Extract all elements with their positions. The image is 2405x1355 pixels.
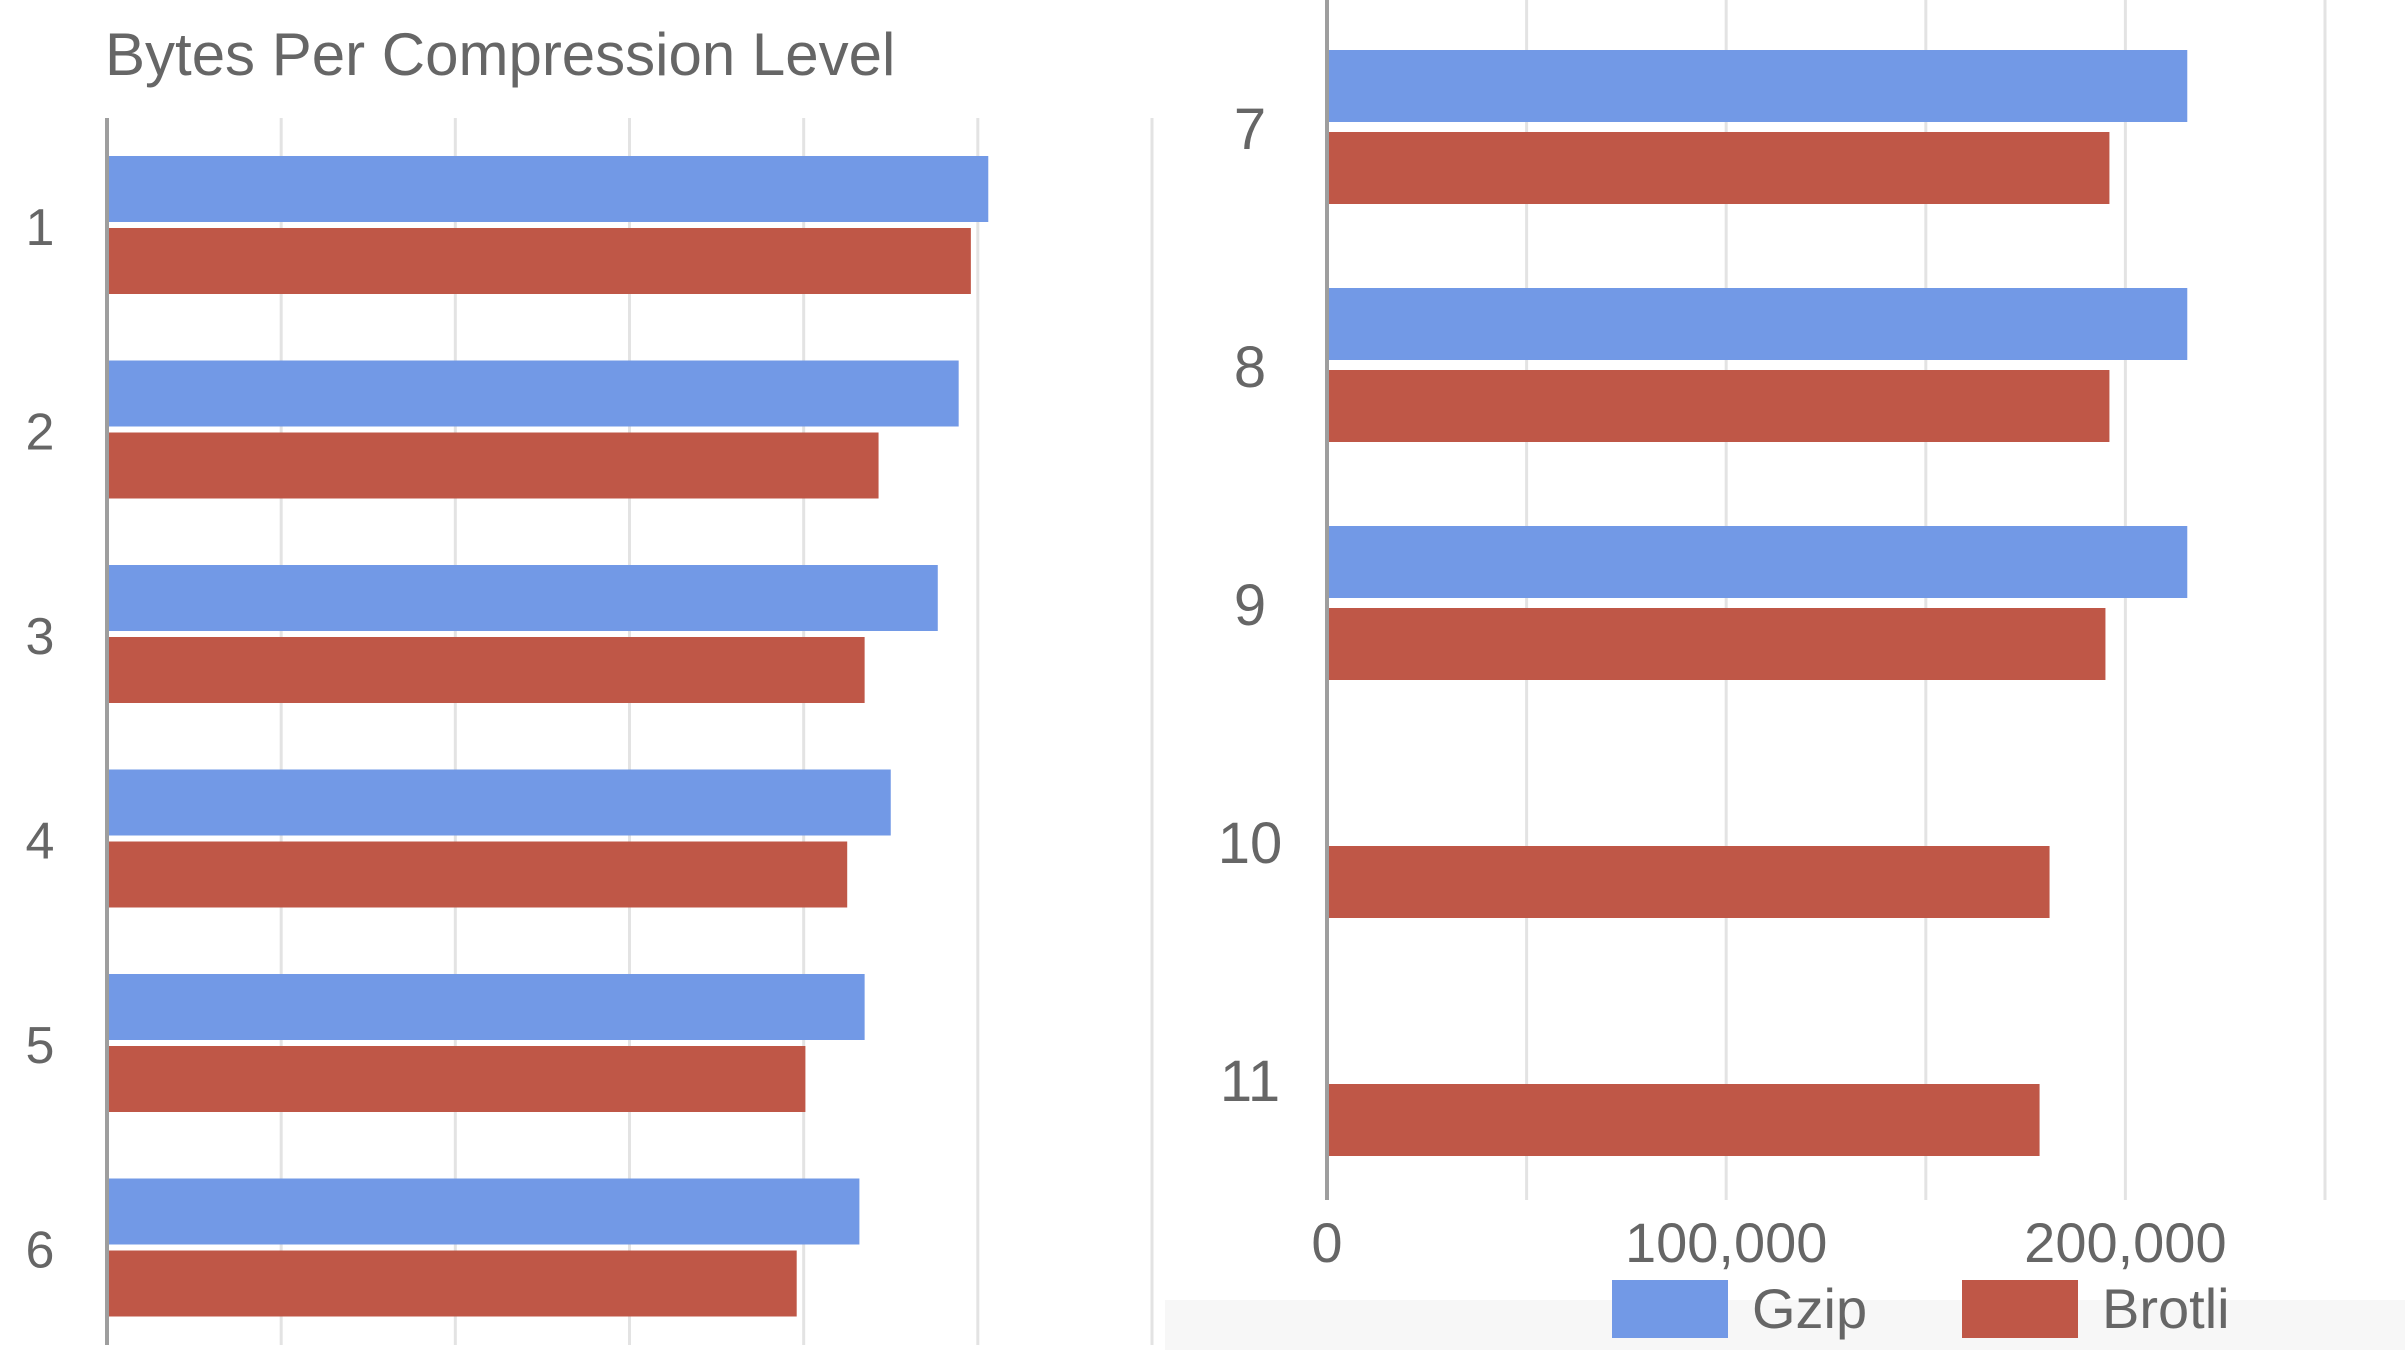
legend-swatch-brotli <box>1962 1280 2078 1338</box>
category-label-8: 8 <box>1234 335 1266 400</box>
gzip-bar-level-2 <box>107 360 959 427</box>
gzip-bar-level-5 <box>107 974 865 1040</box>
x-tick-label: 100,000 <box>1625 1211 1827 1274</box>
category-label-10: 10 <box>1218 811 1283 876</box>
category-label-7: 7 <box>1234 97 1266 162</box>
chart-title: Bytes Per Compression Level <box>105 21 895 88</box>
category-label-6: 6 <box>26 1222 55 1280</box>
x-tick-label: 200,000 <box>2024 1211 2226 1274</box>
legend-label-gzip: Gzip <box>1752 1277 1867 1340</box>
brotli-bar-level-5 <box>107 1046 806 1112</box>
brotli-bar-level-3 <box>107 637 865 703</box>
brotli-bar-level-6 <box>107 1250 797 1317</box>
legend-swatch-gzip <box>1612 1280 1728 1338</box>
brotli-bar-level-8 <box>1327 370 2110 442</box>
gzip-bar-level-4 <box>107 769 891 836</box>
category-label-5: 5 <box>26 1017 55 1075</box>
category-label-4: 4 <box>26 813 55 871</box>
legend-shade <box>1165 1300 2405 1350</box>
gzip-bar-level-8 <box>1327 288 2188 360</box>
category-label-9: 9 <box>1234 573 1266 638</box>
category-label-11: 11 <box>1220 1049 1280 1114</box>
x-tick-label: 0 <box>1311 1211 1342 1274</box>
category-label-2: 2 <box>26 404 55 462</box>
category-label-1: 1 <box>26 199 55 257</box>
brotli-bar-level-1 <box>107 228 971 294</box>
gzip-bar-level-3 <box>107 565 938 631</box>
gzip-bar-level-6 <box>107 1178 860 1245</box>
right-chart-panel: 7 8 9 10 11 0 100,000 200,000 Gzip Brotli <box>1165 0 2405 1350</box>
brotli-bar-level-10 <box>1327 846 2050 918</box>
category-label-3: 3 <box>26 608 55 666</box>
brotli-bar-level-9 <box>1327 608 2106 680</box>
brotli-bar-level-11 <box>1327 1084 2040 1156</box>
legend-label-brotli: Brotli <box>2102 1277 2230 1340</box>
left-chart-panel: Bytes Per Compression Level 1 2 3 4 5 6 <box>26 21 1154 1345</box>
brotli-bar-level-4 <box>107 841 848 908</box>
brotli-bar-level-2 <box>107 432 879 499</box>
brotli-bar-level-7 <box>1327 132 2110 204</box>
gzip-bar-level-1 <box>107 156 989 222</box>
gzip-bar-level-9 <box>1327 526 2188 598</box>
gzip-bar-level-7 <box>1327 50 2188 122</box>
